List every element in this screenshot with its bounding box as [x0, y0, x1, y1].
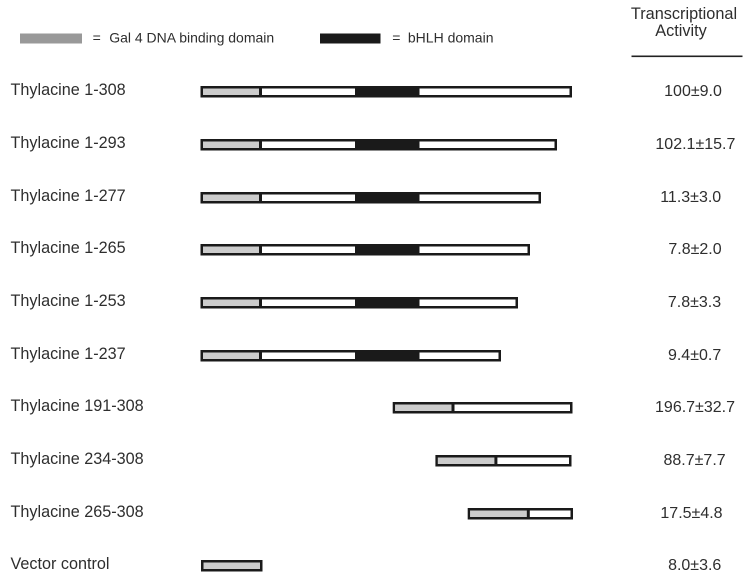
svg-text:Activity: Activity [655, 22, 707, 40]
svg-text:Vector control: Vector control [11, 555, 110, 573]
svg-text:Thylacine 234-308: Thylacine 234-308 [11, 450, 144, 468]
svg-text:Thylacine 265-308: Thylacine 265-308 [11, 503, 144, 521]
svg-text:Thylacine 1-293: Thylacine 1-293 [11, 134, 126, 152]
svg-text:7.8±3.3: 7.8±3.3 [668, 294, 721, 311]
svg-text:100±9.0: 100±9.0 [664, 83, 722, 100]
svg-text:Thylacine 1-277: Thylacine 1-277 [11, 187, 126, 205]
svg-text:Transcriptional: Transcriptional [631, 5, 737, 23]
svg-text:8.0±3.6: 8.0±3.6 [668, 557, 721, 574]
svg-text:9.4±0.7: 9.4±0.7 [668, 347, 721, 364]
svg-text:Gal 4 DNA binding domain: Gal 4 DNA binding domain [109, 30, 274, 46]
svg-text:Thylacine 1-253: Thylacine 1-253 [11, 292, 126, 310]
svg-text:=: = [93, 30, 101, 46]
svg-text:Thylacine 191-308: Thylacine 191-308 [11, 397, 144, 415]
svg-text:17.5±4.8: 17.5±4.8 [660, 505, 722, 522]
svg-text:=: = [392, 30, 400, 46]
svg-text:Thylacine 1-265: Thylacine 1-265 [11, 239, 126, 257]
svg-text:11.3±3.0: 11.3±3.0 [660, 189, 721, 206]
svg-text:102.1±15.7: 102.1±15.7 [655, 136, 735, 153]
svg-text:Thylacine 1-308: Thylacine 1-308 [11, 81, 126, 99]
svg-text:88.7±7.7: 88.7±7.7 [664, 452, 726, 469]
svg-text:7.8±2.0: 7.8±2.0 [668, 241, 721, 258]
svg-text:bHLH domain: bHLH domain [408, 30, 494, 46]
svg-text:196.7±32.7: 196.7±32.7 [655, 399, 735, 416]
svg-text:Thylacine 1-237: Thylacine 1-237 [11, 345, 126, 363]
